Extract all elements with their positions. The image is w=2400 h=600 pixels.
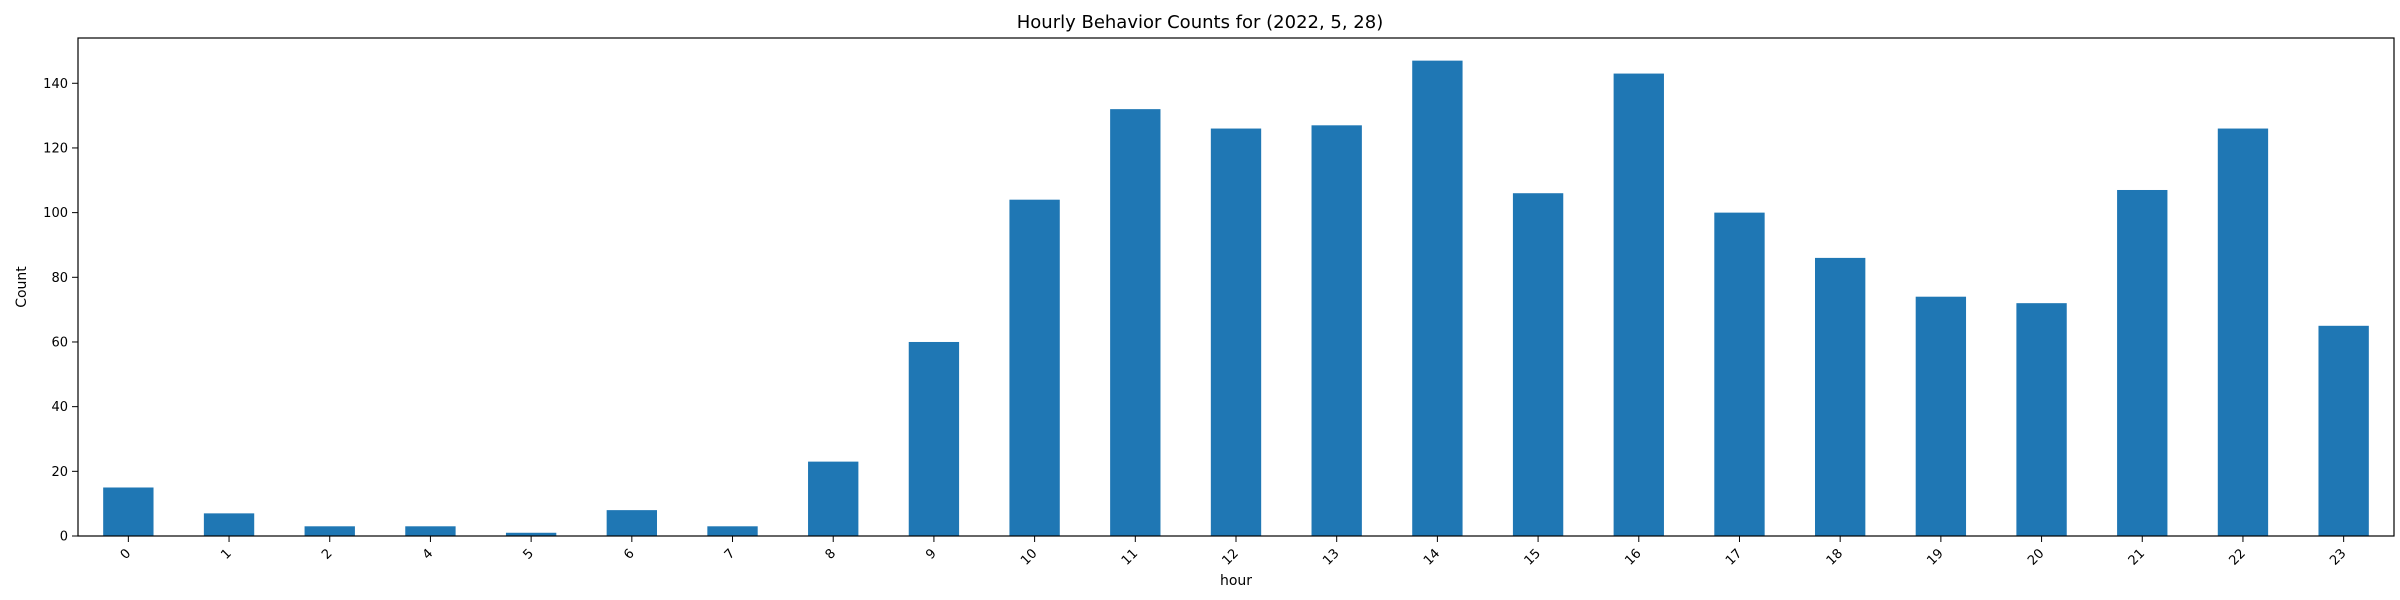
- bar-16: [1613, 73, 1664, 537]
- bar-9: [908, 341, 960, 536]
- x-tick-label: 12: [1220, 546, 1242, 568]
- x-axis-label: hour: [1220, 573, 1252, 589]
- bar-7: [707, 526, 758, 536]
- x-tick-label: 22: [2226, 546, 2248, 568]
- bar-17: [1714, 212, 1765, 536]
- y-tick-label: 60: [51, 335, 68, 350]
- y-tick-label: 40: [51, 400, 68, 415]
- bar-8: [808, 461, 859, 536]
- x-tick-label: 17: [1723, 546, 1745, 568]
- x-axis-ticks: 0 1 2 4 5 6 7 8 9 10 11 12 13 14 15 16 17 18 19 20 21 22 23: [118, 536, 2349, 569]
- y-tick-label: 20: [51, 465, 68, 480]
- bar-0: [103, 487, 154, 536]
- x-tick-label: 6: [621, 546, 637, 562]
- bar-1: [203, 513, 255, 536]
- bar-13: [1311, 125, 1362, 536]
- chart-title: Hourly Behavior Counts for (2022, 5, 28): [1017, 12, 1384, 33]
- bar-2: [304, 526, 355, 536]
- bar-20: [2016, 303, 2067, 536]
- y-axis-ticks: 0 20 40 60 80 100 120 140: [43, 77, 78, 545]
- bars-group: [103, 60, 2369, 537]
- y-tick-label: 100: [43, 206, 68, 221]
- bar-21: [2117, 189, 2168, 537]
- plot-frame: [77, 37, 2395, 537]
- x-tick-label: 2: [319, 546, 335, 562]
- x-tick-label: 1: [218, 546, 234, 562]
- bar-18: [1815, 257, 1866, 536]
- x-tick-label: 0: [118, 546, 134, 562]
- x-tick-label: 11: [1119, 546, 1141, 568]
- x-tick-label: 20: [2025, 546, 2047, 568]
- x-tick-label: 8: [823, 546, 839, 562]
- y-tick-label: 120: [43, 141, 68, 156]
- x-tick-label: 14: [1421, 546, 1443, 568]
- bar-4: [405, 526, 456, 536]
- x-tick-label: 7: [722, 546, 738, 562]
- x-tick-label: 19: [1924, 546, 1946, 568]
- y-tick-label: 140: [43, 77, 68, 92]
- bar-19: [1915, 296, 1967, 536]
- bar-15: [1512, 193, 1564, 537]
- x-tick-label: 9: [923, 546, 939, 562]
- bar-11: [1110, 109, 1161, 537]
- y-tick-label: 80: [51, 271, 68, 286]
- bar-5: [505, 532, 557, 536]
- x-tick-label: 4: [420, 546, 436, 562]
- y-tick-label: 0: [60, 530, 68, 545]
- x-tick-label: 16: [1622, 546, 1644, 568]
- x-tick-label: 5: [520, 546, 536, 562]
- bar-14: [1412, 60, 1463, 537]
- bar-23: [2318, 325, 2369, 536]
- x-tick-label: 13: [1320, 546, 1342, 568]
- bar-10: [1009, 199, 1060, 537]
- x-tick-label: 21: [2126, 546, 2148, 568]
- x-tick-label: 18: [1824, 546, 1846, 568]
- bar-6: [606, 510, 657, 536]
- x-tick-label: 23: [2327, 546, 2349, 568]
- y-axis-label: Count: [14, 266, 30, 308]
- x-tick-label: 10: [1018, 546, 1040, 568]
- bar-12: [1210, 128, 1262, 536]
- bar-22: [2217, 128, 2269, 536]
- x-tick-label: 15: [1522, 546, 1544, 568]
